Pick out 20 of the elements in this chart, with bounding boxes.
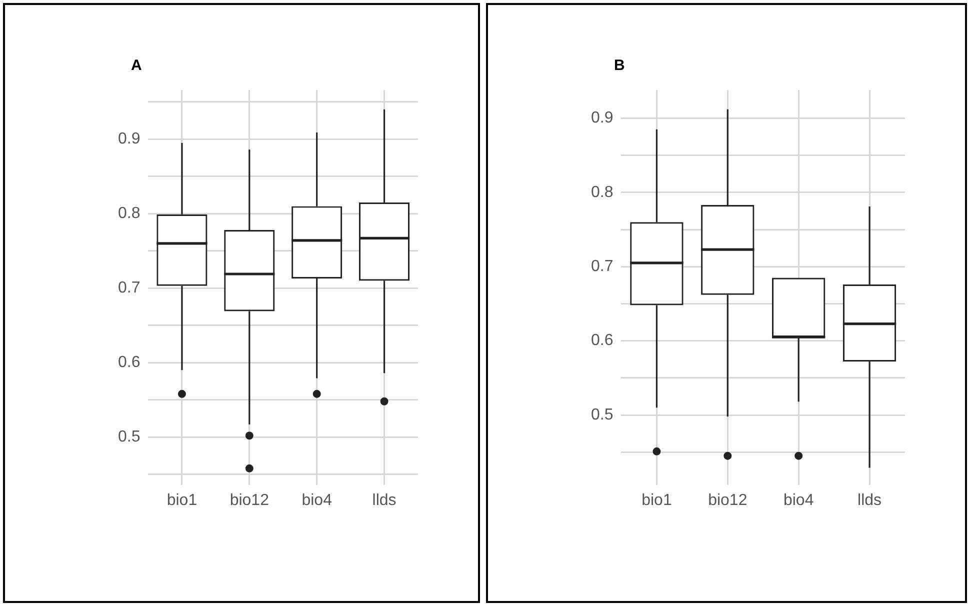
chart-title: A bbox=[131, 57, 142, 74]
x-tick-label: bio1 bbox=[642, 492, 672, 509]
y-tick-label: 0.9 bbox=[118, 130, 140, 148]
x-tick-label: llds bbox=[858, 492, 882, 509]
x-tick-label: llds bbox=[372, 492, 396, 509]
y-tick-label: 0.5 bbox=[590, 406, 614, 424]
y-tick-label: 0.8 bbox=[590, 184, 614, 201]
x-tick-label: bio1 bbox=[166, 492, 198, 509]
y-tick-label: 0.7 bbox=[590, 258, 614, 276]
x-tick-label: bio4 bbox=[302, 492, 332, 509]
y-tick-label: 0.6 bbox=[118, 354, 140, 372]
y-tick-label: 0.5 bbox=[118, 428, 140, 446]
y-tick-label: 0.6 bbox=[590, 332, 614, 350]
x-tick-label: bio4 bbox=[783, 492, 814, 509]
x-tick-label: bio12 bbox=[708, 492, 748, 509]
x-tick-label: bio12 bbox=[230, 492, 270, 509]
y-tick-label: 0.8 bbox=[118, 205, 140, 222]
y-tick-label: 0.7 bbox=[118, 280, 140, 297]
y-tick-label: 0.9 bbox=[590, 110, 614, 127]
chart-title: B bbox=[614, 57, 625, 74]
